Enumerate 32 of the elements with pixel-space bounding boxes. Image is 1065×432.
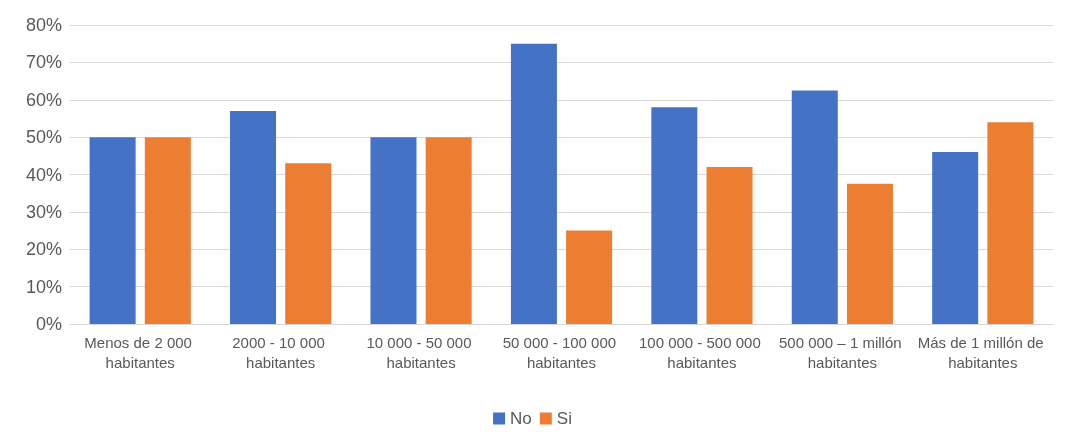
y-tick-label: 0% [35,314,62,334]
legend-label: No [510,409,532,428]
bar [846,183,893,324]
x-tick-label: Menos de 2 000 habitantes [84,333,197,371]
bar [706,167,753,324]
x-tick-label: 10 000 - 50 000 habitantes [366,333,476,371]
x-tick-label: 500 000 – 1 millón habitantes [778,333,906,371]
y-tick-label: 20% [25,239,62,260]
bar [987,122,1034,324]
bar [144,137,191,324]
bar [370,137,417,324]
x-tick-label: 2000 - 10 000 habitantes [232,333,330,371]
bar [89,137,136,324]
bar [425,137,472,324]
y-tick-label: 50% [25,127,62,148]
y-tick-label: 60% [25,89,62,110]
bar [932,152,979,324]
bar [651,107,698,324]
bar [230,110,277,324]
y-tick-label: 70% [25,52,62,73]
bar [510,43,557,324]
bar [566,230,613,324]
y-tick-label: 40% [25,164,62,185]
x-tick-label: 50 000 - 100 000 habitantes [502,333,621,371]
y-tick-label: 10% [25,276,62,297]
bar [791,90,838,324]
bar [285,163,332,324]
y-tick-label: 30% [25,201,62,222]
y-tick-label: 80% [25,15,62,35]
x-tick-label: 100 000 - 500 000 habitantes [638,333,765,371]
x-tick-label: Más de 1 millón de habitantes [917,333,1048,371]
legend-label: Si [556,409,572,428]
